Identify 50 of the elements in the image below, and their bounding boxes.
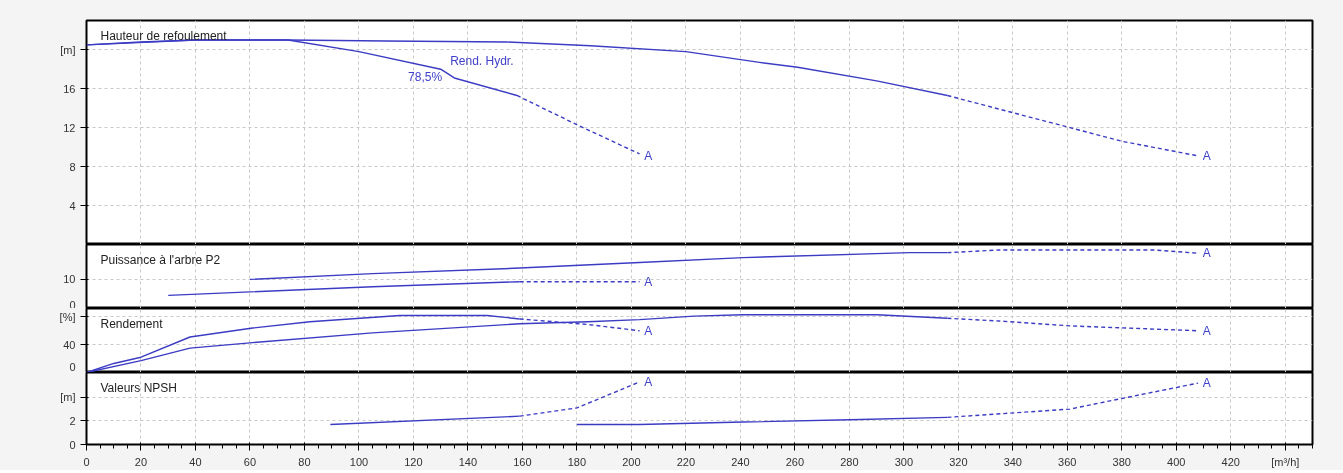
x-tick-label: 380 bbox=[1112, 455, 1131, 468]
x-tick-label: 20 bbox=[134, 455, 148, 468]
x-tick-label: 160 bbox=[513, 455, 532, 468]
x-tick-label: 40 bbox=[189, 455, 202, 468]
y-tick-label: 4 bbox=[69, 199, 76, 212]
y-tick-label: [m] bbox=[60, 43, 76, 56]
y-tick-label: 8 bbox=[69, 160, 76, 173]
y-tick-label: 16 bbox=[63, 82, 76, 95]
x-tick-label: 220 bbox=[676, 455, 696, 468]
annotation: A bbox=[1202, 246, 1211, 261]
annotation: 78,5% bbox=[408, 70, 443, 85]
x-tick-label: 420 bbox=[1221, 455, 1240, 468]
text: Hauteur de refoulement bbox=[100, 28, 228, 43]
x-tick-label: 100 bbox=[349, 455, 369, 468]
text: Valeurs NPSH bbox=[100, 380, 177, 395]
x-tick-label: 80 bbox=[298, 455, 311, 468]
annotation: A bbox=[1202, 148, 1211, 163]
x-tick-label: 320 bbox=[949, 455, 968, 468]
y-tick-label: 0 bbox=[69, 298, 76, 311]
x-tick-label: 280 bbox=[840, 455, 859, 468]
x-tick-label: 180 bbox=[567, 455, 587, 468]
annotation: A bbox=[644, 148, 653, 163]
text: Rendement bbox=[100, 316, 164, 331]
x-tick-label: [m³/h] bbox=[1271, 455, 1300, 468]
annotation: A bbox=[644, 374, 653, 389]
x-tick-label: 400 bbox=[1167, 455, 1186, 468]
y-tick-label: [m] bbox=[60, 391, 76, 404]
annotation: A bbox=[1202, 323, 1211, 338]
annotation: A bbox=[1202, 376, 1211, 391]
x-tick-label: 120 bbox=[404, 455, 423, 468]
annotation: A bbox=[644, 323, 653, 338]
chart-title: Puissance à l'arbre P2 bbox=[100, 252, 221, 267]
y-tick-label: 10 bbox=[63, 273, 76, 286]
y-tick-label: 40 bbox=[63, 338, 76, 351]
x-tick-label: 200 bbox=[622, 455, 641, 468]
x-tick-label: 300 bbox=[894, 455, 914, 468]
annotation: Rend. Hydr. bbox=[450, 54, 514, 69]
x-tick-label: 360 bbox=[1058, 455, 1077, 468]
x-tick-label: 60 bbox=[243, 455, 257, 468]
y-tick-label: 0 bbox=[69, 360, 76, 373]
x-tick-label: 340 bbox=[1003, 455, 1022, 468]
y-tick-label: 0 bbox=[69, 438, 76, 451]
x-tick-label: 140 bbox=[458, 455, 478, 468]
y-tick-label: 12 bbox=[63, 121, 76, 134]
annotation: A bbox=[644, 274, 653, 289]
x-tick-label: 240 bbox=[731, 455, 750, 468]
y-tick-label: 2 bbox=[69, 414, 76, 427]
y-tick-label: [%] bbox=[59, 310, 76, 323]
x-tick-label: 0 bbox=[83, 455, 90, 468]
x-tick-label: 260 bbox=[785, 455, 805, 468]
